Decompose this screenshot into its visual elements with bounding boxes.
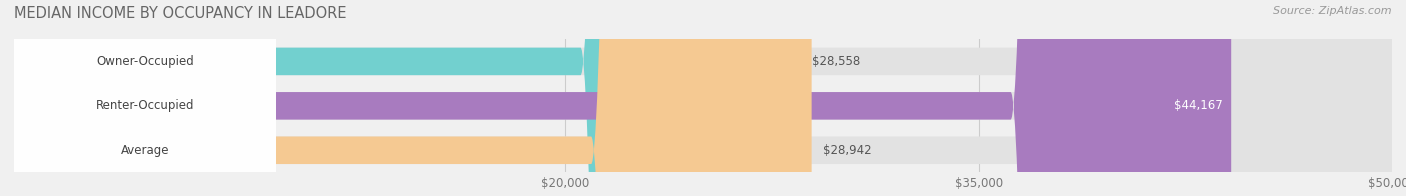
Text: $28,558: $28,558 (813, 55, 860, 68)
Text: Owner-Occupied: Owner-Occupied (96, 55, 194, 68)
Text: Average: Average (121, 144, 169, 157)
Text: Renter-Occupied: Renter-Occupied (96, 99, 194, 112)
FancyBboxPatch shape (14, 0, 276, 196)
FancyBboxPatch shape (14, 0, 1392, 196)
Text: $28,942: $28,942 (823, 144, 872, 157)
FancyBboxPatch shape (14, 0, 811, 196)
FancyBboxPatch shape (14, 0, 276, 196)
Text: $44,167: $44,167 (1174, 99, 1223, 112)
FancyBboxPatch shape (14, 0, 801, 196)
Text: Source: ZipAtlas.com: Source: ZipAtlas.com (1274, 6, 1392, 16)
FancyBboxPatch shape (14, 0, 1392, 196)
FancyBboxPatch shape (14, 0, 1392, 196)
Text: MEDIAN INCOME BY OCCUPANCY IN LEADORE: MEDIAN INCOME BY OCCUPANCY IN LEADORE (14, 6, 346, 21)
FancyBboxPatch shape (14, 0, 276, 196)
FancyBboxPatch shape (14, 0, 1232, 196)
